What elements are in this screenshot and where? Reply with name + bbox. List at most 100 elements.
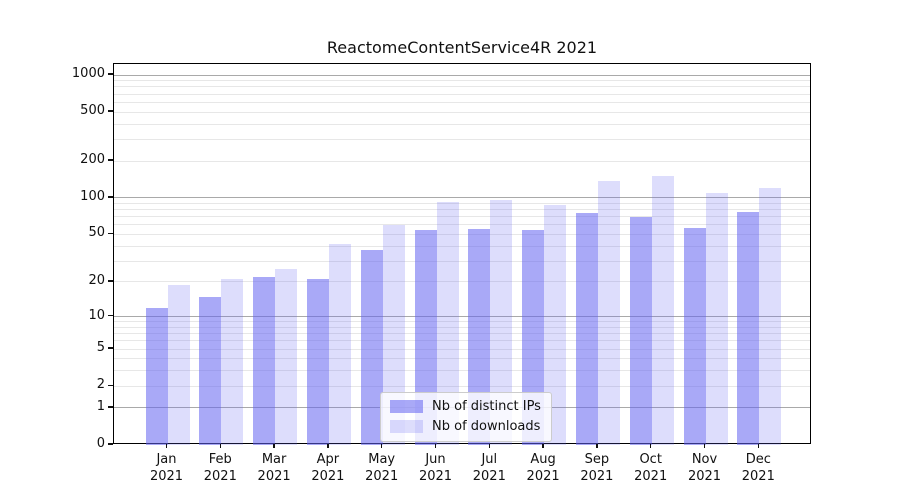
x-tick [703,444,706,448]
x-tick-label-month: May [368,452,396,467]
bar-downloads-nov [705,192,728,445]
x-tick-label: Dec 2021 [730,451,786,485]
bar-distinct-ips-apr [306,279,329,445]
x-tick [381,444,383,448]
gridline-minor [114,93,810,95]
x-tick-label: Oct 2021 [623,451,679,485]
gridline-minor [114,260,810,262]
x-tick-label-year: 2021 [580,469,614,484]
y-tick-label: 1000 [71,66,105,82]
x-tick [596,444,598,448]
gridline-minor [114,321,810,323]
bar-downloads-jan [167,284,190,445]
gridline-minor [114,209,810,211]
gridline-minor [114,86,810,88]
x-tick-label: Jun 2021 [408,451,464,485]
x-tick-label-month: Aug [530,452,556,467]
gridline-minor [114,370,810,372]
gridline-major [114,74,810,76]
gridline-minor [114,340,810,342]
x-tick-label: Feb 2021 [192,451,248,485]
legend-swatch-distinct-ips [390,400,423,413]
y-tick-label: 0 [96,436,105,451]
y-tick-label: 50 [88,225,105,241]
x-tick-label-year: 2021 [741,469,775,484]
gridline-minor [114,333,810,335]
y-tick-label: 20 [88,272,105,288]
x-tick [165,444,168,448]
legend-item-downloads: Nb of downloads [390,419,541,434]
bar-distinct-ips-jul [468,229,491,445]
x-tick-label-month: Nov [691,452,718,467]
y-tick [108,384,113,386]
bar-distinct-ips-sep [575,213,598,445]
gridline-minor [114,138,810,140]
y-tick-label: 200 [80,152,105,167]
x-tick-label-year: 2021 [634,469,668,484]
x-tick [488,444,490,448]
y-tick [108,280,113,282]
gridline-major [114,197,810,199]
gridline-major [114,316,810,318]
gridline-minor [114,281,810,283]
y-tick [108,196,113,198]
gridline-minor [114,123,810,125]
bar-downloads-sep [597,180,620,445]
bar-distinct-ips-nov [683,227,706,445]
gridline-minor [114,326,810,328]
x-tick-label-year: 2021 [365,469,399,484]
bar-downloads-jun [436,202,459,445]
y-tick [108,314,113,317]
y-tick [108,406,113,408]
bar-distinct-ips-jun [414,230,437,445]
x-tick-label-year: 2021 [418,469,453,484]
legend-label-downloads: Nb of downloads [432,419,541,434]
gridline-minor [114,358,810,360]
y-tick-label: 10 [88,307,105,323]
x-tick-label-month: Oct [639,452,662,467]
legend-label-distinct-ips: Nb of distinct IPs [432,399,541,414]
gridline-minor [114,111,810,113]
y-tick-label: 5 [96,340,105,356]
bar-distinct-ips-jan [145,307,168,445]
x-tick-label-month: Apr [316,452,340,467]
bar-downloads-jul [490,200,513,445]
bar-downloads-oct [651,176,674,445]
y-tick [108,232,113,235]
x-tick-label-year: 2021 [526,469,560,484]
x-tick-label-year: 2021 [472,469,506,484]
bar-distinct-ips-dec [737,212,760,445]
x-tick-label-year: 2021 [149,469,184,484]
legend-swatch-downloads [390,420,423,433]
x-tick-label-month: Sep [584,452,610,467]
y-tick [108,110,113,112]
x-tick-label-year: 2021 [687,469,722,484]
x-tick-label-month: Dec [745,452,771,467]
bar-downloads-dec [759,188,782,445]
chart-title: ReactomeContentService4R 2021 [326,38,598,57]
gridline-minor [114,224,810,226]
x-tick [327,444,329,448]
x-tick [273,444,275,448]
y-tick [108,159,113,161]
bar-distinct-ips-feb [199,296,222,445]
y-tick [108,347,113,349]
x-tick [542,444,544,448]
x-tick-label: Aug 2021 [515,451,571,485]
x-tick-label-month: Jun [425,452,446,467]
x-tick [757,444,759,448]
bar-downloads-mar [275,268,298,445]
y-tick-label: 1 [96,398,105,414]
x-tick-label: Apr 2021 [300,451,356,485]
plot-area [113,63,811,445]
y-tick-label: 100 [80,188,105,204]
gridline-minor [114,385,810,387]
x-tick-label: Sep 2021 [569,451,625,485]
bar-distinct-ips-mar [253,277,276,445]
y-tick [108,73,113,75]
x-tick-label-month: Feb [208,452,232,467]
gridline-minor [114,160,810,162]
x-tick [434,444,437,448]
gridline-minor [114,202,810,204]
